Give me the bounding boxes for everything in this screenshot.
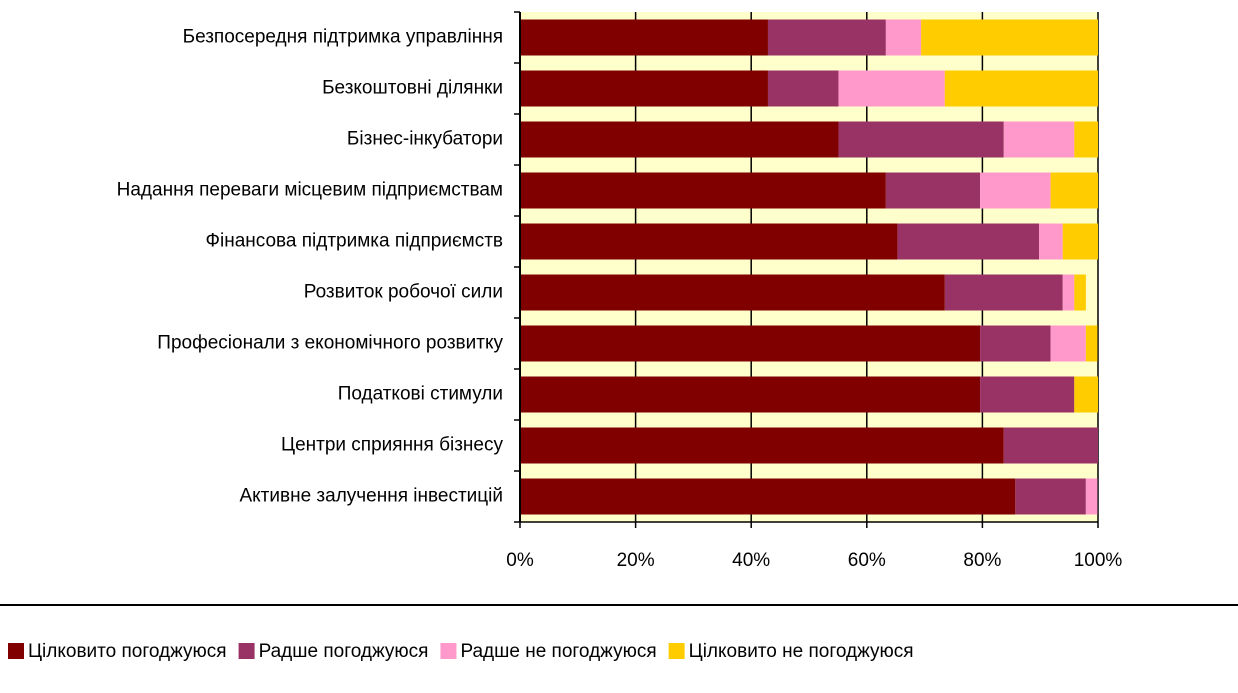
legend-label: Радше не погоджуюся — [460, 641, 656, 662]
bar-segment — [1062, 274, 1075, 311]
bar-segment — [980, 325, 1051, 362]
bar-segment — [1085, 478, 1098, 515]
bar-segment — [1074, 274, 1086, 311]
legend-label: Цілковито не погоджуюся — [689, 641, 914, 662]
y-tick-label: Центри сприяння бізнесу — [281, 435, 503, 456]
bar-segment — [520, 376, 981, 413]
bar-segment — [1085, 325, 1098, 362]
bar-segment — [1050, 325, 1086, 362]
bar-segment — [520, 478, 1016, 515]
bar-segment — [520, 325, 981, 362]
bar-segment — [838, 121, 1004, 158]
bar-segment — [838, 70, 945, 107]
bar-segment — [980, 376, 1075, 413]
y-tick-label: Безпосередня підтримка управління — [183, 27, 503, 48]
legend-swatch — [238, 643, 255, 659]
bar-segment — [767, 19, 886, 56]
bar-segment — [767, 70, 839, 107]
bar-segment — [1074, 121, 1098, 158]
bar-segment — [520, 172, 886, 209]
bar-segment — [1003, 427, 1098, 464]
bar-segment — [520, 121, 839, 158]
legend-label: Радше погоджуюся — [259, 641, 429, 662]
x-tick-label: 80% — [963, 550, 1001, 571]
legend-swatch — [668, 643, 685, 659]
x-tick-label: 20% — [617, 550, 655, 571]
x-tick-label: 100% — [1074, 550, 1123, 571]
bar-segment — [520, 274, 945, 311]
y-tick-label: Бізнес-інкубатори — [347, 129, 503, 150]
y-tick-label: Фінансова підтримка підприємств — [206, 231, 503, 252]
bar-segment — [1074, 376, 1098, 413]
y-tick-label: Активне залучення інвестицій — [239, 486, 503, 507]
legend-label: Цілковито погоджуюся — [28, 641, 227, 662]
bar-segment — [897, 223, 1040, 260]
bar-segment — [944, 274, 1063, 311]
y-tick-label: Безкоштовні ділянки — [322, 78, 503, 99]
bar-segment — [1050, 172, 1098, 209]
bar-segment — [944, 70, 1098, 107]
bar-segment — [1039, 223, 1063, 260]
bar-segment — [1003, 121, 1075, 158]
bar-segment — [921, 19, 1098, 56]
y-tick-label: Податкові стимули — [338, 384, 503, 405]
bar-segment — [885, 172, 981, 209]
bar-segment — [980, 172, 1051, 209]
y-tick-label: Розвиток робочої сили — [304, 282, 503, 303]
y-tick-label: Професіонали з економічного розвитку — [157, 333, 503, 354]
bar-segment — [885, 19, 922, 56]
legend-swatch — [8, 643, 24, 659]
x-tick-label: 40% — [732, 550, 770, 571]
bar-segment — [520, 427, 1004, 464]
bar-segment — [1015, 478, 1086, 515]
x-tick-label: 60% — [848, 550, 886, 571]
bar-segment — [520, 70, 768, 107]
x-tick-label: 0% — [506, 550, 534, 571]
bar-segment — [1062, 223, 1098, 260]
bar-segment — [520, 223, 898, 260]
legend-swatch — [440, 643, 457, 659]
bar-segment — [520, 19, 768, 56]
y-tick-label: Надання переваги місцевим підприємствам — [117, 180, 503, 201]
